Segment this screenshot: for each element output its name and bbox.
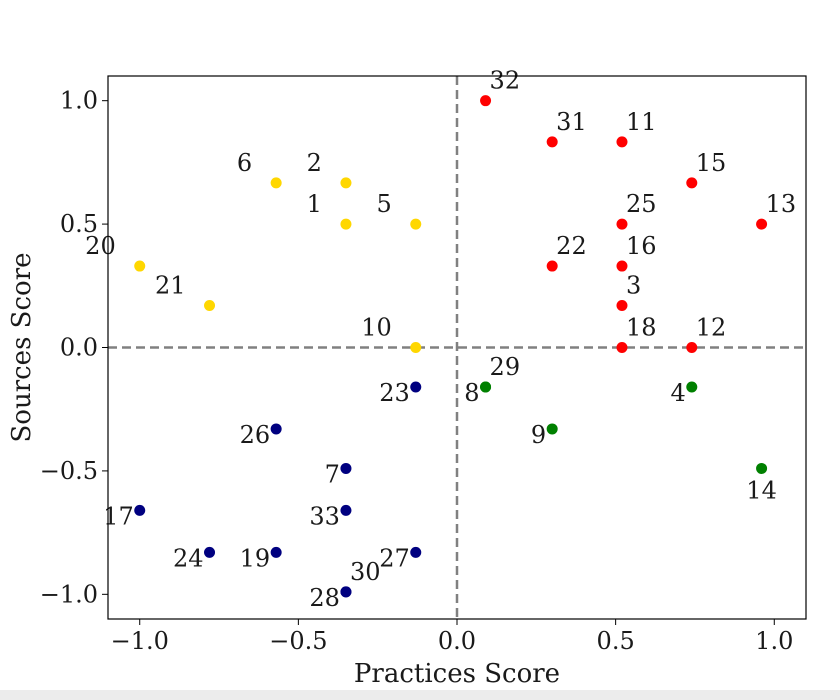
y-axis-ticks: −1.0 −0.5 0.0 0.5 1.0 — [40, 87, 108, 608]
point-label: 14 — [746, 476, 777, 504]
data-point — [204, 546, 216, 558]
point-labels: 1234567891011121314151617181920212223242… — [85, 67, 796, 612]
x-tick-label: 0.0 — [438, 627, 476, 655]
data-point — [616, 300, 628, 312]
data-point — [134, 504, 146, 516]
data-point — [410, 546, 422, 558]
point-label: 7 — [325, 460, 340, 488]
point-label: 15 — [696, 149, 727, 177]
point-label: 10 — [361, 314, 392, 342]
data-point — [340, 462, 352, 474]
point-label: 33 — [309, 502, 340, 530]
x-axis-title: Practices Score — [354, 659, 560, 689]
point-label: 24 — [173, 544, 204, 572]
y-tick-label: 1.0 — [60, 87, 98, 115]
point-label: 31 — [556, 108, 587, 136]
point-label: 30 — [350, 558, 381, 586]
data-point — [340, 218, 352, 230]
point-label: 22 — [556, 232, 587, 260]
point-label: 12 — [696, 314, 727, 342]
y-tick-label: 0.5 — [60, 210, 98, 238]
point-label: 29 — [490, 353, 521, 381]
data-point — [410, 381, 422, 393]
point-label: 25 — [626, 190, 657, 218]
data-point — [686, 177, 698, 189]
data-point — [340, 504, 352, 516]
data-point — [134, 260, 146, 272]
x-axis-ticks: −1.0 −0.5 0.0 0.5 1.0 — [111, 619, 793, 655]
data-point — [340, 177, 352, 189]
data-point — [270, 423, 282, 435]
point-label: 18 — [626, 314, 657, 342]
point-label: 4 — [671, 379, 686, 407]
data-point — [756, 218, 768, 230]
point-label: 8 — [464, 379, 479, 407]
data-point — [616, 260, 628, 272]
data-point — [480, 95, 492, 107]
x-tick-label: 1.0 — [755, 627, 793, 655]
data-point — [616, 136, 628, 148]
x-tick-label: −0.5 — [269, 627, 327, 655]
point-label: 5 — [376, 190, 391, 218]
data-point — [204, 300, 216, 312]
point-label: 1 — [307, 190, 322, 218]
data-point — [340, 586, 352, 598]
point-label: 6 — [237, 149, 252, 177]
data-point — [546, 423, 558, 435]
point-label: 23 — [379, 379, 410, 407]
data-point — [270, 177, 282, 189]
data-point — [756, 462, 768, 474]
data-point — [686, 381, 698, 393]
point-label: 21 — [155, 272, 186, 300]
x-tick-label: −1.0 — [111, 627, 169, 655]
data-point — [616, 218, 628, 230]
point-label: 11 — [626, 108, 657, 136]
data-point — [410, 342, 422, 353]
point-label: 26 — [240, 421, 271, 449]
window-bottom-strip — [0, 690, 840, 700]
data-point — [480, 381, 492, 393]
data-point — [616, 342, 628, 353]
point-label: 19 — [240, 544, 271, 572]
data-point — [546, 260, 558, 272]
data-points — [134, 95, 768, 598]
point-label: 16 — [626, 232, 657, 260]
data-point — [546, 136, 558, 148]
point-label: 32 — [490, 67, 521, 95]
data-point — [410, 218, 422, 230]
point-label: 3 — [626, 272, 641, 300]
y-tick-label: −0.5 — [40, 457, 98, 485]
x-tick-label: 0.5 — [597, 627, 635, 655]
point-label: 28 — [309, 584, 340, 612]
point-label: 2 — [307, 149, 322, 177]
y-tick-label: −1.0 — [40, 580, 98, 608]
data-point — [686, 342, 698, 353]
data-point — [270, 546, 282, 558]
point-label: 27 — [379, 544, 410, 572]
point-label: 13 — [766, 190, 797, 218]
y-tick-label: 0.0 — [60, 334, 98, 362]
y-axis-title: Sources Score — [7, 252, 37, 442]
point-label: 20 — [85, 232, 116, 260]
point-label: 9 — [531, 421, 546, 449]
